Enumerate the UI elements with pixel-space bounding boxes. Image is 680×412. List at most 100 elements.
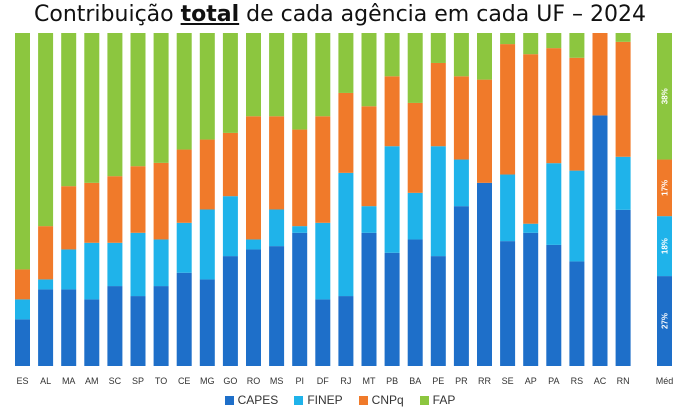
bar-mt-fap — [361, 33, 377, 107]
bar-to-capes — [153, 286, 169, 366]
bar-df-capes — [315, 299, 331, 366]
bar-ro-fap — [246, 33, 261, 117]
bar-to-fap — [153, 33, 169, 163]
bar-go-capes — [222, 256, 238, 366]
bar-ms-fap — [269, 33, 285, 117]
legend-item-finep: FINEP — [294, 393, 343, 407]
bar-rs-cnpq — [569, 57, 585, 171]
bar-go-cnpq — [222, 132, 238, 197]
legend: CAPES FINEP CNPq FAP — [0, 393, 680, 407]
tick-label-am: AM — [85, 376, 99, 386]
bar-sc-cnpq — [107, 176, 123, 243]
bar-pi-cnpq — [292, 129, 308, 227]
bar-ro-capes — [246, 249, 261, 366]
bar-pb-fap — [384, 33, 400, 77]
bar-al-fap — [38, 33, 54, 227]
bar-se-cnpq — [500, 44, 516, 175]
tick-label-ac: AC — [594, 376, 607, 386]
bar-rj-cnpq — [338, 92, 354, 173]
tick-label-ms: MS — [270, 376, 284, 386]
legend-item-fap: FAP — [419, 393, 456, 407]
tick-label-ap: AP — [525, 376, 537, 386]
bar-méd-capes — [657, 276, 672, 366]
bar-am-capes — [84, 299, 100, 366]
tick-label-rn: RN — [617, 376, 630, 386]
bar-ms-finep — [269, 209, 285, 247]
bar-sp-cnpq — [130, 166, 146, 233]
data-label-med-capes: 27% — [661, 313, 670, 329]
data-label-med-fap: 38% — [661, 88, 670, 104]
bar-pr-finep — [453, 159, 469, 207]
tick-label-mt: MT — [363, 376, 376, 386]
tick-label-mg: MG — [200, 376, 215, 386]
bar-mg-fap — [199, 33, 215, 140]
legend-item-capes: CAPES — [224, 393, 278, 407]
bar-ma-capes — [61, 289, 77, 366]
bar-ce-cnpq — [176, 149, 192, 223]
bar-se-fap — [500, 33, 516, 45]
bar-pa-finep — [546, 163, 562, 245]
tick-label-pb: PB — [386, 376, 398, 386]
bar-es-finep — [15, 299, 30, 320]
bar-mt-capes — [361, 232, 377, 366]
bar-go-finep — [222, 196, 238, 257]
tick-label-df: DF — [317, 376, 329, 386]
bar-ap-cnpq — [523, 54, 539, 224]
tick-label-pi: PI — [295, 376, 304, 386]
bar-sp-capes — [130, 296, 146, 366]
bar-ap-fap — [523, 33, 539, 55]
bar-mt-cnpq — [361, 106, 377, 207]
legend-swatch-finep — [294, 395, 304, 405]
bar-méd-finep — [657, 216, 672, 277]
bar-es-cnpq — [15, 269, 30, 300]
bar-rs-fap — [569, 33, 585, 58]
bar-ro-finep — [246, 239, 261, 250]
bar-rs-finep — [569, 170, 585, 262]
tick-label-se: SE — [502, 376, 514, 386]
bar-df-cnpq — [315, 116, 331, 223]
bar-ms-cnpq — [269, 116, 285, 210]
bar-sc-capes — [107, 286, 123, 366]
tick-label-ma: MA — [62, 376, 76, 386]
bar-rn-capes — [615, 209, 631, 366]
tick-label-pa: PA — [548, 376, 559, 386]
bar-ap-capes — [523, 232, 539, 366]
bar-df-fap — [315, 33, 331, 117]
bar-méd-fap — [657, 33, 672, 160]
bar-am-finep — [84, 242, 100, 300]
bar-ba-finep — [407, 192, 423, 240]
legend-label-cnpq: CNPq — [371, 393, 404, 407]
bar-to-finep — [153, 239, 169, 287]
legend-swatch-cnpq — [358, 395, 368, 405]
bar-mt-finep — [361, 206, 377, 233]
bar-ms-capes — [269, 246, 285, 366]
bar-al-capes — [38, 289, 54, 366]
bar-rn-cnpq — [615, 41, 631, 157]
bar-ce-capes — [176, 272, 192, 366]
bar-rj-fap — [338, 33, 354, 93]
bar-sc-fap — [107, 33, 123, 177]
tick-label-ro: RO — [247, 376, 261, 386]
bar-es-fap — [15, 33, 30, 270]
chart-title: Contribuição total de cada agência em ca… — [0, 2, 680, 27]
bar-pe-cnpq — [430, 62, 446, 147]
tick-label-es: ES — [16, 376, 28, 386]
bar-pa-capes — [546, 244, 562, 366]
bar-rn-fap — [615, 33, 631, 42]
title-part-1: Contribuição — [34, 2, 181, 27]
bar-pe-capes — [430, 256, 446, 366]
bar-mg-finep — [199, 209, 215, 280]
legend-label-finep: FINEP — [307, 393, 343, 407]
bar-al-finep — [38, 279, 54, 290]
bar-rr-fap — [477, 33, 492, 80]
bar-am-fap — [84, 33, 100, 183]
bar-sp-finep — [130, 232, 146, 297]
bar-al-cnpq — [38, 226, 54, 280]
tick-label-méd: Méd — [656, 376, 674, 386]
legend-label-fap: FAP — [432, 393, 456, 407]
bar-ma-finep — [61, 249, 77, 290]
bar-pa-fap — [546, 33, 562, 49]
bar-pi-fap — [292, 33, 308, 130]
bar-am-cnpq — [84, 182, 100, 243]
